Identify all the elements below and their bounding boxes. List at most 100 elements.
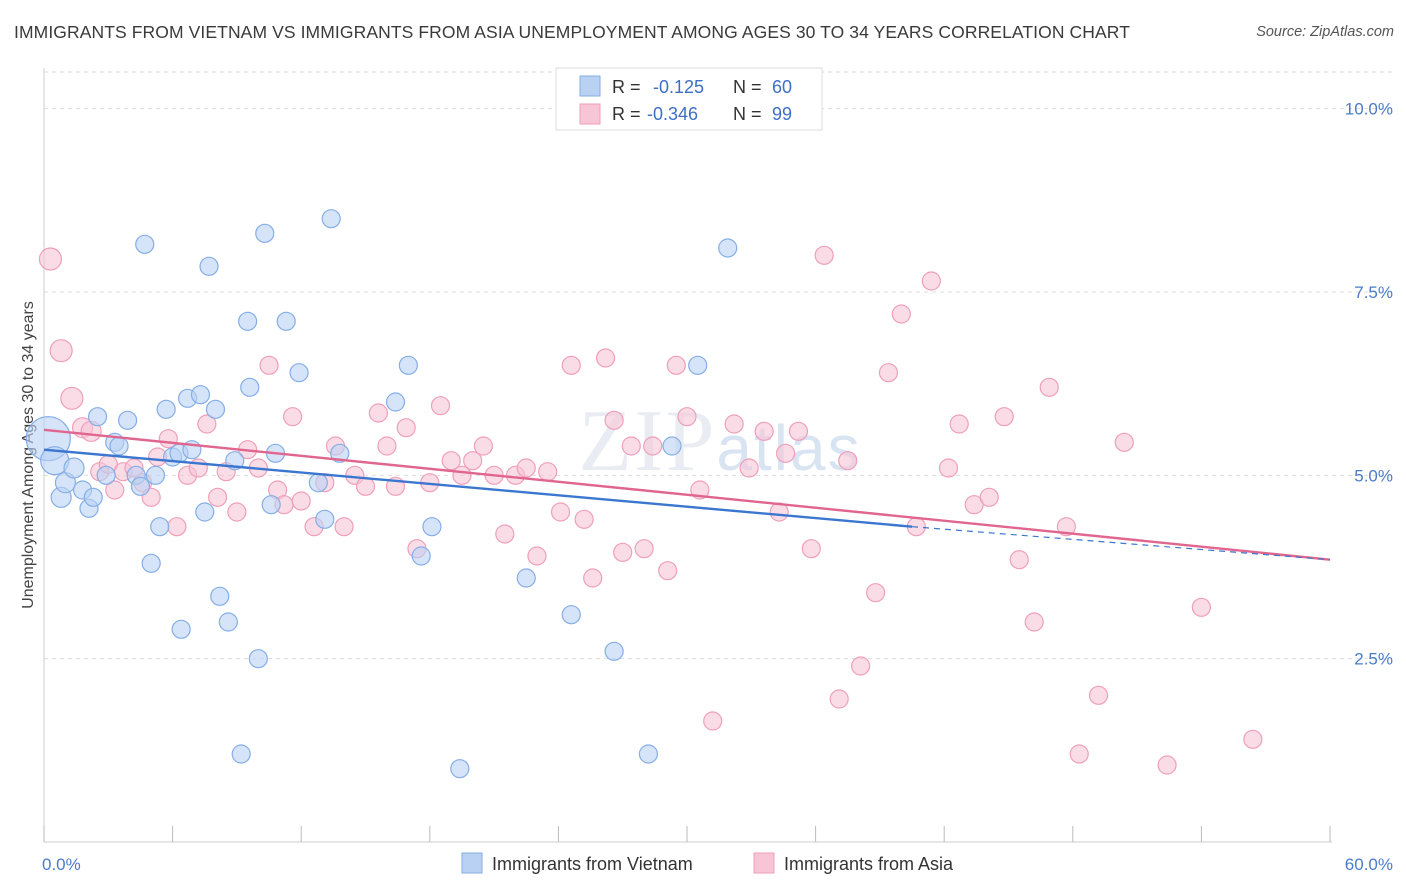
legend-n-value-vietnam: 60 xyxy=(772,77,792,97)
asia-point xyxy=(441,451,461,471)
chart-source: Source: ZipAtlas.com xyxy=(1256,24,1394,40)
bottom-legend-label-vietnam: Immigrants from Vietnam xyxy=(492,854,693,874)
asia-point xyxy=(1243,729,1263,749)
asia-point xyxy=(550,502,571,522)
vietnam-point xyxy=(276,311,296,331)
asia-point xyxy=(634,539,654,559)
asia-point xyxy=(60,386,84,410)
asia-point xyxy=(703,711,723,731)
vietnam-trend-extension xyxy=(912,526,1331,561)
vietnam-point xyxy=(385,392,406,412)
asia-point xyxy=(283,407,303,427)
asia-point xyxy=(38,247,63,271)
vietnam-point xyxy=(218,612,238,632)
vietnam-point xyxy=(261,495,281,515)
vietnam-point xyxy=(398,355,418,375)
vietnam-point xyxy=(83,487,103,507)
vietnam-point xyxy=(109,436,129,456)
vietnam-point xyxy=(87,407,108,427)
legend-r-label-asia: R = xyxy=(612,104,641,124)
asia-point xyxy=(105,480,125,500)
y-tick-labels: 2.5% 5.0% 7.5% 10.0% xyxy=(1345,100,1393,669)
y-tick-label: 7.5% xyxy=(1354,283,1393,302)
asia-point xyxy=(979,487,999,507)
vietnam-point xyxy=(561,605,581,625)
asia-point xyxy=(259,355,279,375)
vietnam-point xyxy=(145,465,166,485)
vietnam-point xyxy=(289,363,309,383)
asia-point xyxy=(574,509,594,529)
vietnam-point xyxy=(210,586,230,606)
vietnam-point xyxy=(662,436,682,456)
asia-point xyxy=(724,414,744,434)
asia-point xyxy=(1191,597,1212,617)
asia-point xyxy=(473,436,493,456)
asia-point xyxy=(208,487,228,507)
asia-point xyxy=(516,458,536,478)
asia-point xyxy=(197,414,217,434)
asia-point xyxy=(291,491,311,511)
asia-point xyxy=(938,458,959,478)
asia-point xyxy=(1056,517,1076,537)
chart-title: IMMIGRANTS FROM VIETNAM VS IMMIGRANTS FR… xyxy=(14,22,1131,42)
series-asia-points xyxy=(38,245,1263,775)
asia-point xyxy=(583,568,603,588)
asia-point xyxy=(167,517,187,537)
asia-point xyxy=(396,418,416,438)
asia-point xyxy=(866,583,886,603)
vietnam-point xyxy=(330,443,350,463)
vietnam-point xyxy=(688,355,708,375)
asia-point xyxy=(1024,612,1044,632)
asia-point xyxy=(430,396,451,416)
legend-n-label-vietnam: N = xyxy=(733,77,762,97)
asia-point xyxy=(739,458,759,478)
vietnam-point xyxy=(638,744,659,764)
vietnam-point xyxy=(190,385,211,405)
asia-point xyxy=(561,355,581,375)
vietnam-point xyxy=(63,457,85,479)
asia-point xyxy=(227,502,247,522)
asia-point xyxy=(1039,377,1059,397)
legend-swatch-vietnam xyxy=(579,75,601,97)
legend-n-value-asia: 99 xyxy=(772,104,792,124)
asia-point xyxy=(949,414,969,434)
asia-point xyxy=(368,403,388,423)
x-tick-label: 0.0% xyxy=(42,855,81,874)
asia-point xyxy=(643,436,663,456)
asia-point xyxy=(49,339,73,363)
asia-point xyxy=(838,451,858,471)
vietnam-point xyxy=(248,649,268,669)
vietnam-point xyxy=(117,410,138,430)
asia-point xyxy=(801,539,821,559)
asia-point xyxy=(994,407,1014,427)
asia-point xyxy=(814,245,834,265)
asia-point xyxy=(754,421,774,441)
asia-point xyxy=(377,436,397,456)
asia-point xyxy=(527,546,547,566)
asia-point xyxy=(921,271,941,291)
vietnam-point xyxy=(205,399,226,419)
x-tick-label: 60.0% xyxy=(1345,855,1393,874)
asia-point xyxy=(463,451,483,471)
vietnam-point xyxy=(240,377,260,397)
asia-point xyxy=(1009,550,1029,570)
correlation-legend: R = -0.125 N = 60 R = -0.346 N = 99 xyxy=(555,67,823,131)
legend-r-value-vietnam: -0.125 xyxy=(653,77,704,97)
asia-point xyxy=(775,443,796,463)
vietnam-point xyxy=(315,509,335,529)
y-tick-label: 10.0% xyxy=(1345,100,1393,119)
vietnam-point xyxy=(308,473,328,493)
asia-point xyxy=(538,462,558,482)
asia-point xyxy=(677,407,697,427)
x-ticks: 0.0% 60.0% xyxy=(42,826,1393,874)
asia-point xyxy=(891,304,911,324)
vietnam-point xyxy=(171,619,191,639)
watermark: ZIPatlas xyxy=(578,393,861,490)
bottom-legend-swatch-vietnam xyxy=(461,852,483,874)
legend-swatch-asia xyxy=(579,103,601,125)
asia-point xyxy=(613,542,633,562)
asia-point xyxy=(666,355,686,375)
vietnam-point xyxy=(150,517,170,537)
vietnam-point xyxy=(321,209,341,229)
